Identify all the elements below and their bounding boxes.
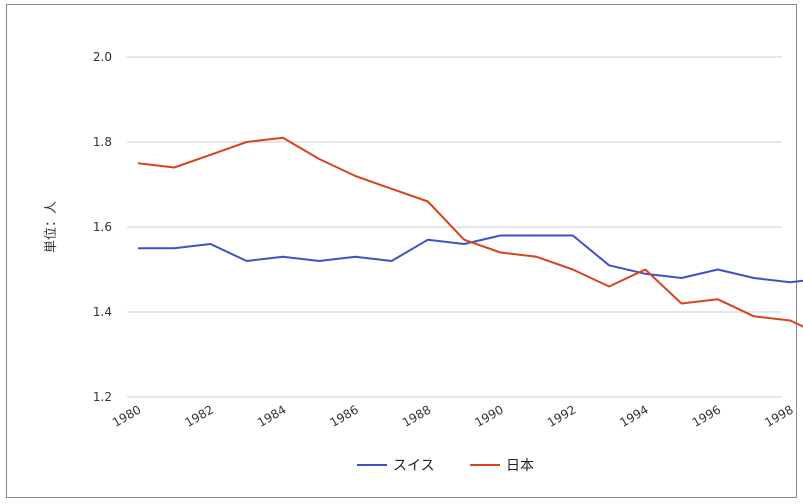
legend-label: 日本 xyxy=(506,458,534,474)
x-tick-label: 1980 xyxy=(110,402,143,429)
y-axis-label: 単位：人 xyxy=(43,201,59,253)
x-tick-label: 1996 xyxy=(690,402,723,429)
series-line-1 xyxy=(137,136,803,328)
series-lines xyxy=(137,136,803,328)
x-tick-label: 1998 xyxy=(762,402,795,429)
x-tick-label: 1990 xyxy=(472,402,505,429)
y-gridlines xyxy=(127,56,782,398)
x-tick-label: 1984 xyxy=(255,402,288,429)
y-tick-label: 2.0 xyxy=(93,50,112,64)
x-tick-label: 1982 xyxy=(183,402,216,429)
x-tick-label: 1994 xyxy=(617,402,650,429)
series-line-0 xyxy=(138,234,803,284)
x-tick-label: 1986 xyxy=(327,402,360,429)
x-tick-labels: 1980 1982 1984 1986 1988 1990 1992 1994 1996 1998… xyxy=(110,402,796,429)
x-tick-label: 1988 xyxy=(400,402,433,429)
y-tick-label: 1.4 xyxy=(93,305,112,319)
y-tick-labels: 1.2 1.4 1.6 1.8 2.0 xyxy=(93,50,112,404)
legend-label: スイス xyxy=(393,458,435,474)
y-tick-label: 1.2 xyxy=(93,390,112,404)
x-tick-label: 1992 xyxy=(545,402,578,429)
chart-frame xyxy=(6,4,797,498)
y-tick-label: 1.8 xyxy=(93,135,112,149)
legend: スイス 日本 xyxy=(357,458,534,474)
y-tick-label: 1.6 xyxy=(93,220,112,234)
